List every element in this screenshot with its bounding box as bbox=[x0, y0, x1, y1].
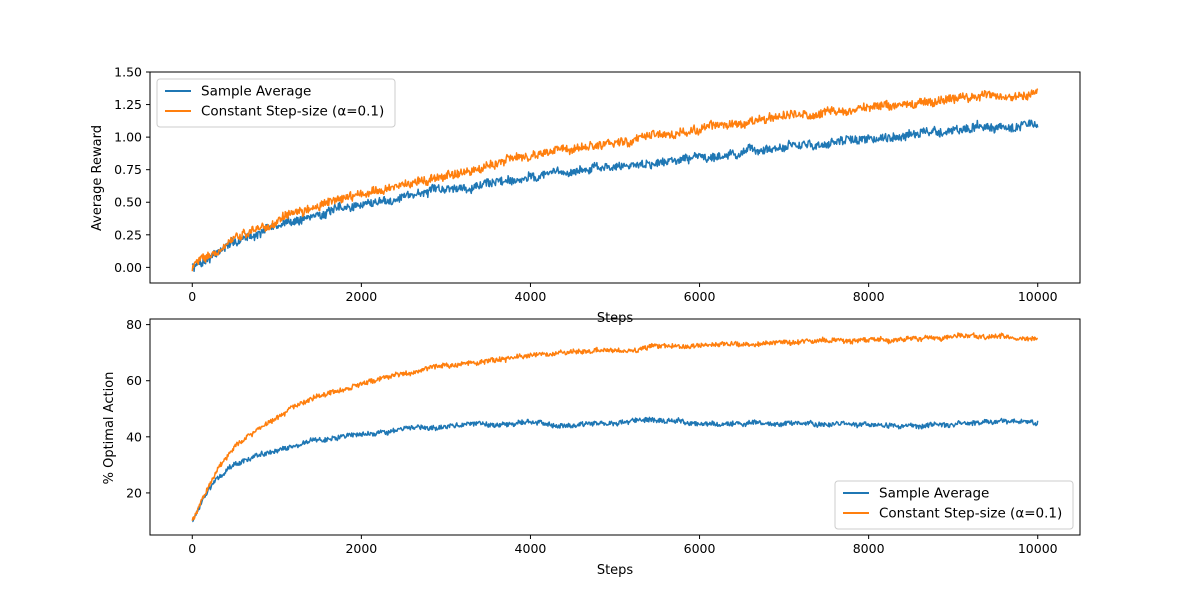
reward-y-tick-label: 1.25 bbox=[114, 97, 142, 112]
reward-y-tick-label: 1.50 bbox=[114, 65, 142, 80]
reward-y-tick-label: 0.00 bbox=[114, 260, 142, 275]
reward-y-tick-label: 0.50 bbox=[114, 195, 142, 210]
reward-legend-box bbox=[156, 78, 396, 128]
optimal-action-chart: 0 2000 4000 6000 8000 10000 20 40 60 80 Steps % … bbox=[102, 317, 1081, 578]
reward-y-tick-label: 0.25 bbox=[114, 227, 142, 242]
optimal-y-tick-label: 60 bbox=[126, 373, 142, 388]
optimal-plot-area bbox=[149, 318, 1081, 536]
reward-legend-label-sample-average: Sample Average bbox=[201, 84, 311, 100]
optimal-y-axis-label: % Optimal Action bbox=[102, 372, 117, 485]
optimal-y-tick-label: 40 bbox=[126, 429, 142, 444]
reward-series-line-constant-step bbox=[191, 88, 1039, 272]
reward-plot-area bbox=[149, 71, 1081, 284]
reward-x-tick-label: 6000 bbox=[684, 289, 716, 304]
optimal-x-tick-label: 6000 bbox=[684, 541, 716, 556]
reward-series-line-sample-average bbox=[191, 119, 1039, 273]
reward-y-ticks: 0.00 0.25 0.50 0.75 1.00 1.25 1.50 bbox=[114, 65, 150, 275]
reward-y-axis-label: Average Reward bbox=[90, 125, 105, 231]
optimal-x-axis-label: Steps bbox=[597, 563, 634, 578]
reward-legend-label-constant-step: Constant Step-size (α=0.1) bbox=[201, 104, 384, 120]
optimal-x-tick-label: 2000 bbox=[345, 541, 377, 556]
optimal-x-tick-label: 0 bbox=[188, 541, 196, 556]
optimal-legend-label-constant-step: Constant Step-size (α=0.1) bbox=[879, 506, 1062, 522]
reward-x-tick-label: 2000 bbox=[345, 289, 377, 304]
reward-y-tick-label: 1.00 bbox=[114, 130, 142, 145]
optimal-legend-box bbox=[834, 480, 1074, 530]
reward-x-tick-label: 10000 bbox=[1018, 289, 1058, 304]
reward-x-ticks: 0 2000 4000 6000 8000 10000 bbox=[188, 283, 1058, 304]
optimal-axes-frame bbox=[149, 318, 1081, 536]
reward-x-tick-label: 4000 bbox=[515, 289, 547, 304]
optimal-legend-label-sample-average: Sample Average bbox=[879, 486, 989, 502]
reward-x-tick-label: 0 bbox=[188, 289, 196, 304]
reward-chart: 0 2000 4000 6000 8000 10000 0.00 0.25 0.50 0.75 1… bbox=[90, 65, 1081, 326]
optimal-series-line-sample-average bbox=[192, 416, 1039, 523]
reward-legend: Sample Average Constant Step-size (α=0.1… bbox=[156, 78, 396, 128]
optimal-y-tick-label: 20 bbox=[126, 485, 142, 500]
optimal-x-tick-label: 10000 bbox=[1018, 541, 1058, 556]
reward-x-tick-label: 8000 bbox=[853, 289, 885, 304]
optimal-x-ticks: 0 2000 4000 6000 8000 10000 bbox=[188, 535, 1058, 556]
optimal-y-tick-label: 80 bbox=[126, 317, 142, 332]
optimal-x-tick-label: 8000 bbox=[853, 541, 885, 556]
reward-y-tick-label: 0.75 bbox=[114, 162, 142, 177]
reward-axes-frame bbox=[149, 71, 1081, 284]
optimal-legend: Sample Average Constant Step-size (α=0.1… bbox=[834, 480, 1074, 530]
optimal-x-tick-label: 4000 bbox=[515, 541, 547, 556]
optimal-series-line-constant-step bbox=[191, 332, 1039, 521]
optimal-y-ticks: 20 40 60 80 bbox=[126, 317, 150, 500]
